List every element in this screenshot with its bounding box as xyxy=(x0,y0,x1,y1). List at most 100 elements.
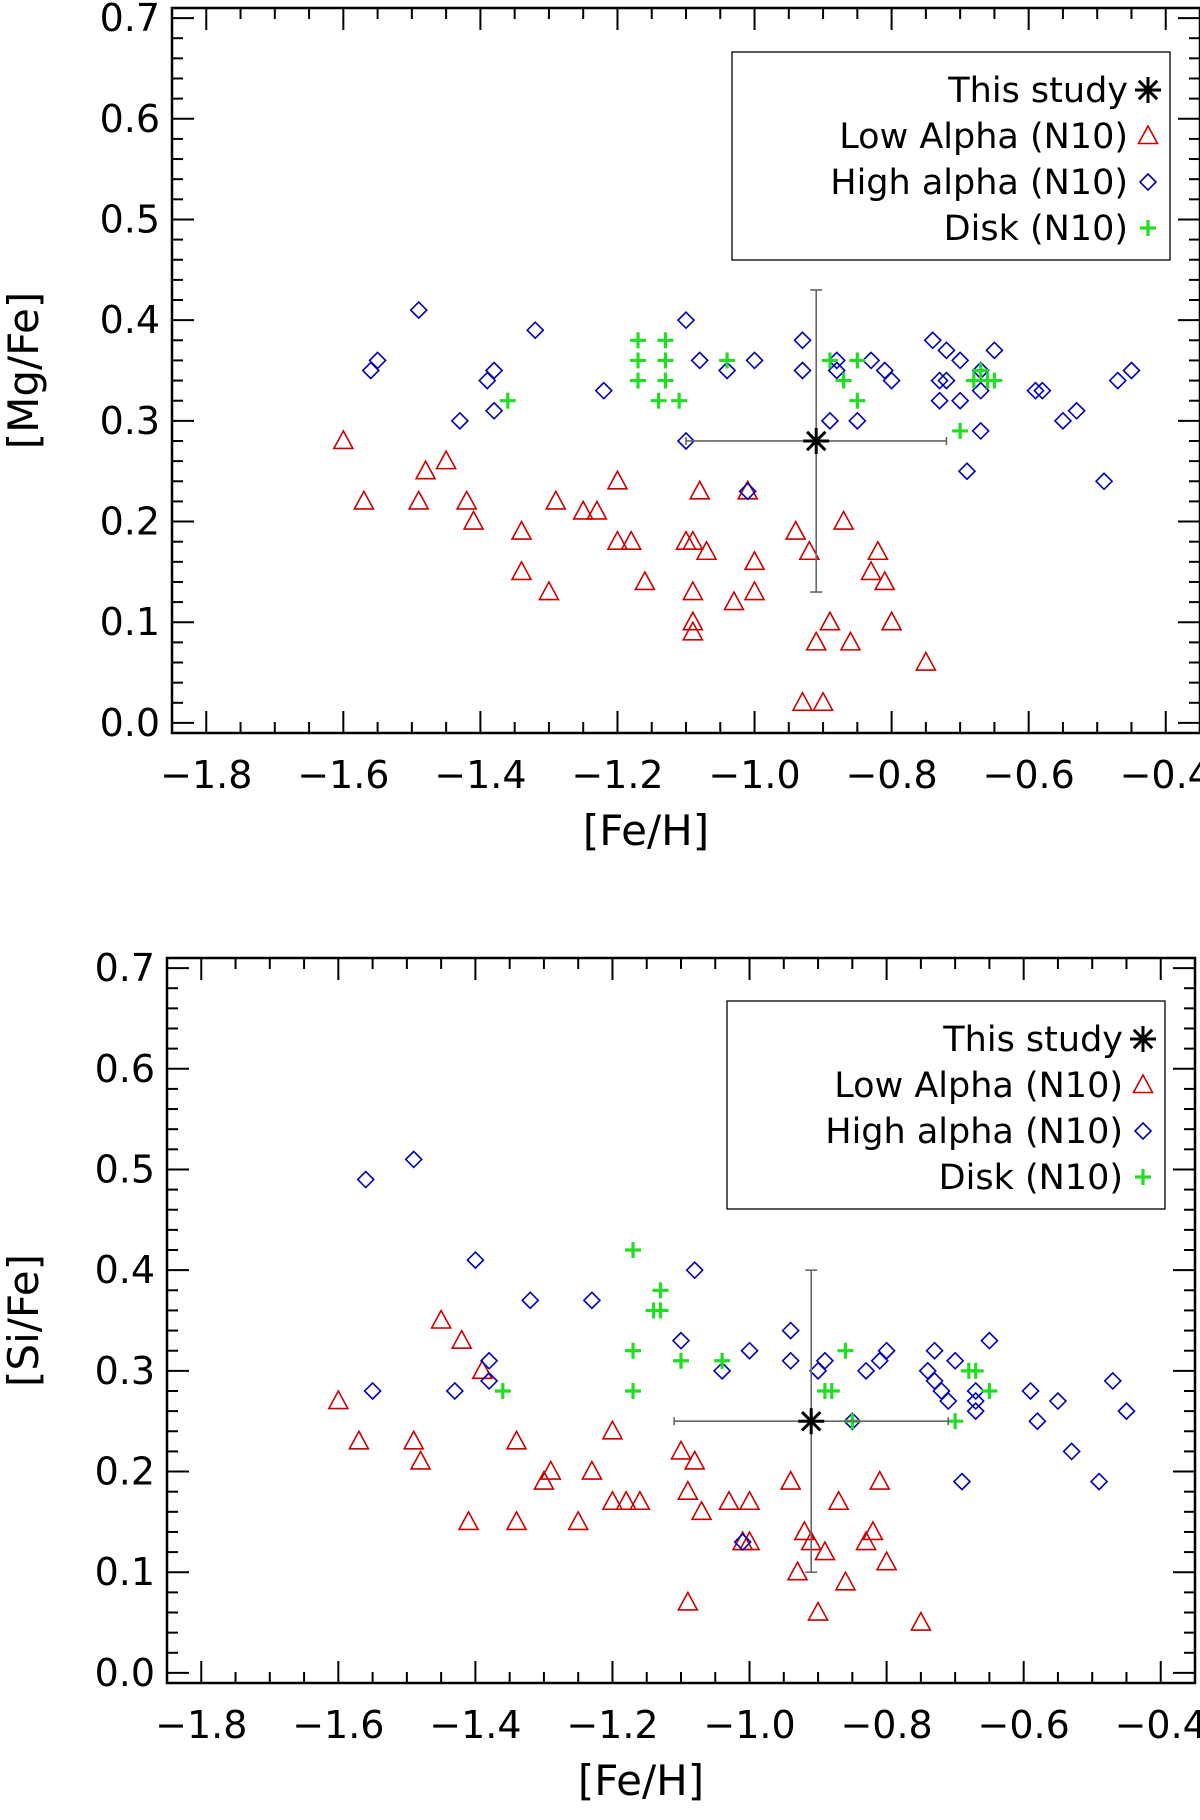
data-point-triangle xyxy=(798,540,821,561)
data-point-triangle xyxy=(620,530,643,550)
x-tick-label: −1.6 xyxy=(292,1703,384,1747)
x-tick-label: −1.2 xyxy=(566,1703,658,1747)
y-axis-label: [Mg/Fe] xyxy=(0,292,48,450)
data-point-triangle xyxy=(743,550,766,571)
x-ticks xyxy=(205,8,1167,733)
data-point-plus xyxy=(952,422,969,439)
legend: This study Low Alpha (N10) High alpha (N10… xyxy=(726,1000,1166,1210)
data-point-triangle xyxy=(670,1439,692,1460)
data-point-triangle xyxy=(873,570,896,591)
legend-item: Low Alpha (N10) xyxy=(834,1066,1154,1106)
x-tick-label: −1.6 xyxy=(297,753,389,797)
series-diamond xyxy=(356,1150,1136,1552)
data-point-diamond xyxy=(856,1361,876,1380)
data-point-triangle xyxy=(867,540,889,561)
data-point-plus xyxy=(967,1362,984,1379)
data-point-diamond xyxy=(980,1331,999,1350)
x-tick-label: −1.8 xyxy=(155,1703,247,1747)
legend-box xyxy=(731,51,1171,261)
data-point-triangle xyxy=(682,530,704,550)
data-point-triangle xyxy=(629,1490,651,1511)
series-asterisk xyxy=(673,1269,950,1574)
data-point-asterisk xyxy=(798,1408,825,1435)
data-point-plus xyxy=(630,332,647,349)
legend-marker-asterisk xyxy=(1135,77,1161,103)
y-tick-label: 0.0 xyxy=(100,701,160,745)
data-point-diamond xyxy=(971,421,990,441)
data-point-diamond xyxy=(985,341,1004,360)
legend-label: This study xyxy=(947,71,1128,111)
data-point-triangle xyxy=(533,1469,555,1490)
data-point-diamond xyxy=(1103,1371,1122,1391)
data-point-triangle xyxy=(353,489,375,510)
data-point-triangle xyxy=(409,1449,432,1470)
legend-marker-asterisk xyxy=(1130,1026,1156,1052)
data-point-triangle xyxy=(510,560,533,581)
legend-label: Disk (N10) xyxy=(944,209,1128,249)
data-point-diamond xyxy=(923,331,942,350)
data-point-diamond xyxy=(1122,361,1141,380)
data-point-triangle xyxy=(402,1429,425,1450)
x-axis-label: [Fe/H] xyxy=(583,806,709,855)
data-point-diamond xyxy=(1021,1381,1040,1401)
data-point-triangle xyxy=(606,469,629,490)
data-point-triangle xyxy=(450,1328,473,1349)
x-tick-label: −0.6 xyxy=(983,753,1075,797)
data-point-triangle xyxy=(791,691,814,712)
data-point-triangle xyxy=(407,489,430,510)
data-point-diamond xyxy=(1062,1442,1081,1461)
legend-label: Low Alpha (N10) xyxy=(839,117,1128,157)
legend-item: High alpha (N10) xyxy=(825,1112,1153,1152)
legend-marker-plus xyxy=(1135,1169,1151,1185)
y-tick-label: 0.1 xyxy=(100,600,160,644)
data-point-diamond xyxy=(937,371,956,390)
data-point-triangle xyxy=(812,691,834,712)
y-tick-label: 0.5 xyxy=(100,197,160,241)
data-point-plus xyxy=(625,1342,642,1359)
data-point-diamond xyxy=(466,1250,485,1270)
x-tick-label: −1.8 xyxy=(160,753,252,797)
si-fe-panel: −1.8 −1.6 −1.4 −1.2 −1.0 −0.8 −0.6 −0.4 0.0 0.1 0.… xyxy=(0,946,1200,1805)
series-plus xyxy=(494,1242,998,1430)
data-point-plus xyxy=(981,1382,998,1399)
data-point-triangle xyxy=(868,1469,891,1490)
data-point-triangle xyxy=(682,580,704,601)
data-point-diamond xyxy=(445,1381,464,1401)
y-tick-label: 0.2 xyxy=(95,1450,155,1494)
data-point-triangle xyxy=(327,1389,350,1410)
data-point-diamond xyxy=(594,381,613,400)
legend-marker-plus xyxy=(1140,220,1156,236)
legend-label: High alpha (N10) xyxy=(830,163,1128,203)
data-point-triangle xyxy=(779,1469,802,1490)
data-point-diamond xyxy=(1067,401,1086,420)
data-point-plus xyxy=(652,1282,669,1299)
legend-item: Disk (N10) xyxy=(944,209,1156,249)
data-point-triangle xyxy=(505,1429,528,1450)
data-point-diamond xyxy=(861,351,881,370)
data-point-diamond xyxy=(882,371,901,390)
data-point-diamond xyxy=(966,1381,985,1401)
data-point-diamond xyxy=(1048,1391,1068,1411)
data-point-triangle xyxy=(743,580,766,601)
data-point-diamond xyxy=(582,1291,602,1310)
data-point-triangle xyxy=(430,1308,452,1329)
data-point-diamond xyxy=(717,361,737,380)
data-point-diamond xyxy=(1028,1412,1047,1431)
data-point-plus xyxy=(837,1342,854,1359)
data-point-diamond xyxy=(932,1381,951,1401)
legend-label: Disk (N10) xyxy=(939,1158,1123,1198)
data-point-triangle xyxy=(435,449,457,470)
data-point-triangle xyxy=(805,630,828,651)
y-tick-label: 0.0 xyxy=(95,1651,155,1695)
data-point-plus xyxy=(947,1413,964,1430)
y-tick-label: 0.5 xyxy=(95,1147,155,1191)
series-triangle xyxy=(327,1308,932,1631)
data-point-diamond xyxy=(450,411,469,430)
x-tick-label: −1.0 xyxy=(703,1703,795,1747)
legend-label: High alpha (N10) xyxy=(825,1112,1123,1152)
x-tick-label: −0.8 xyxy=(840,1703,932,1747)
data-point-triangle xyxy=(832,509,855,530)
data-point-diamond xyxy=(478,371,497,390)
data-point-diamond xyxy=(404,1150,423,1169)
legend-label: Low Alpha (N10) xyxy=(834,1066,1123,1106)
